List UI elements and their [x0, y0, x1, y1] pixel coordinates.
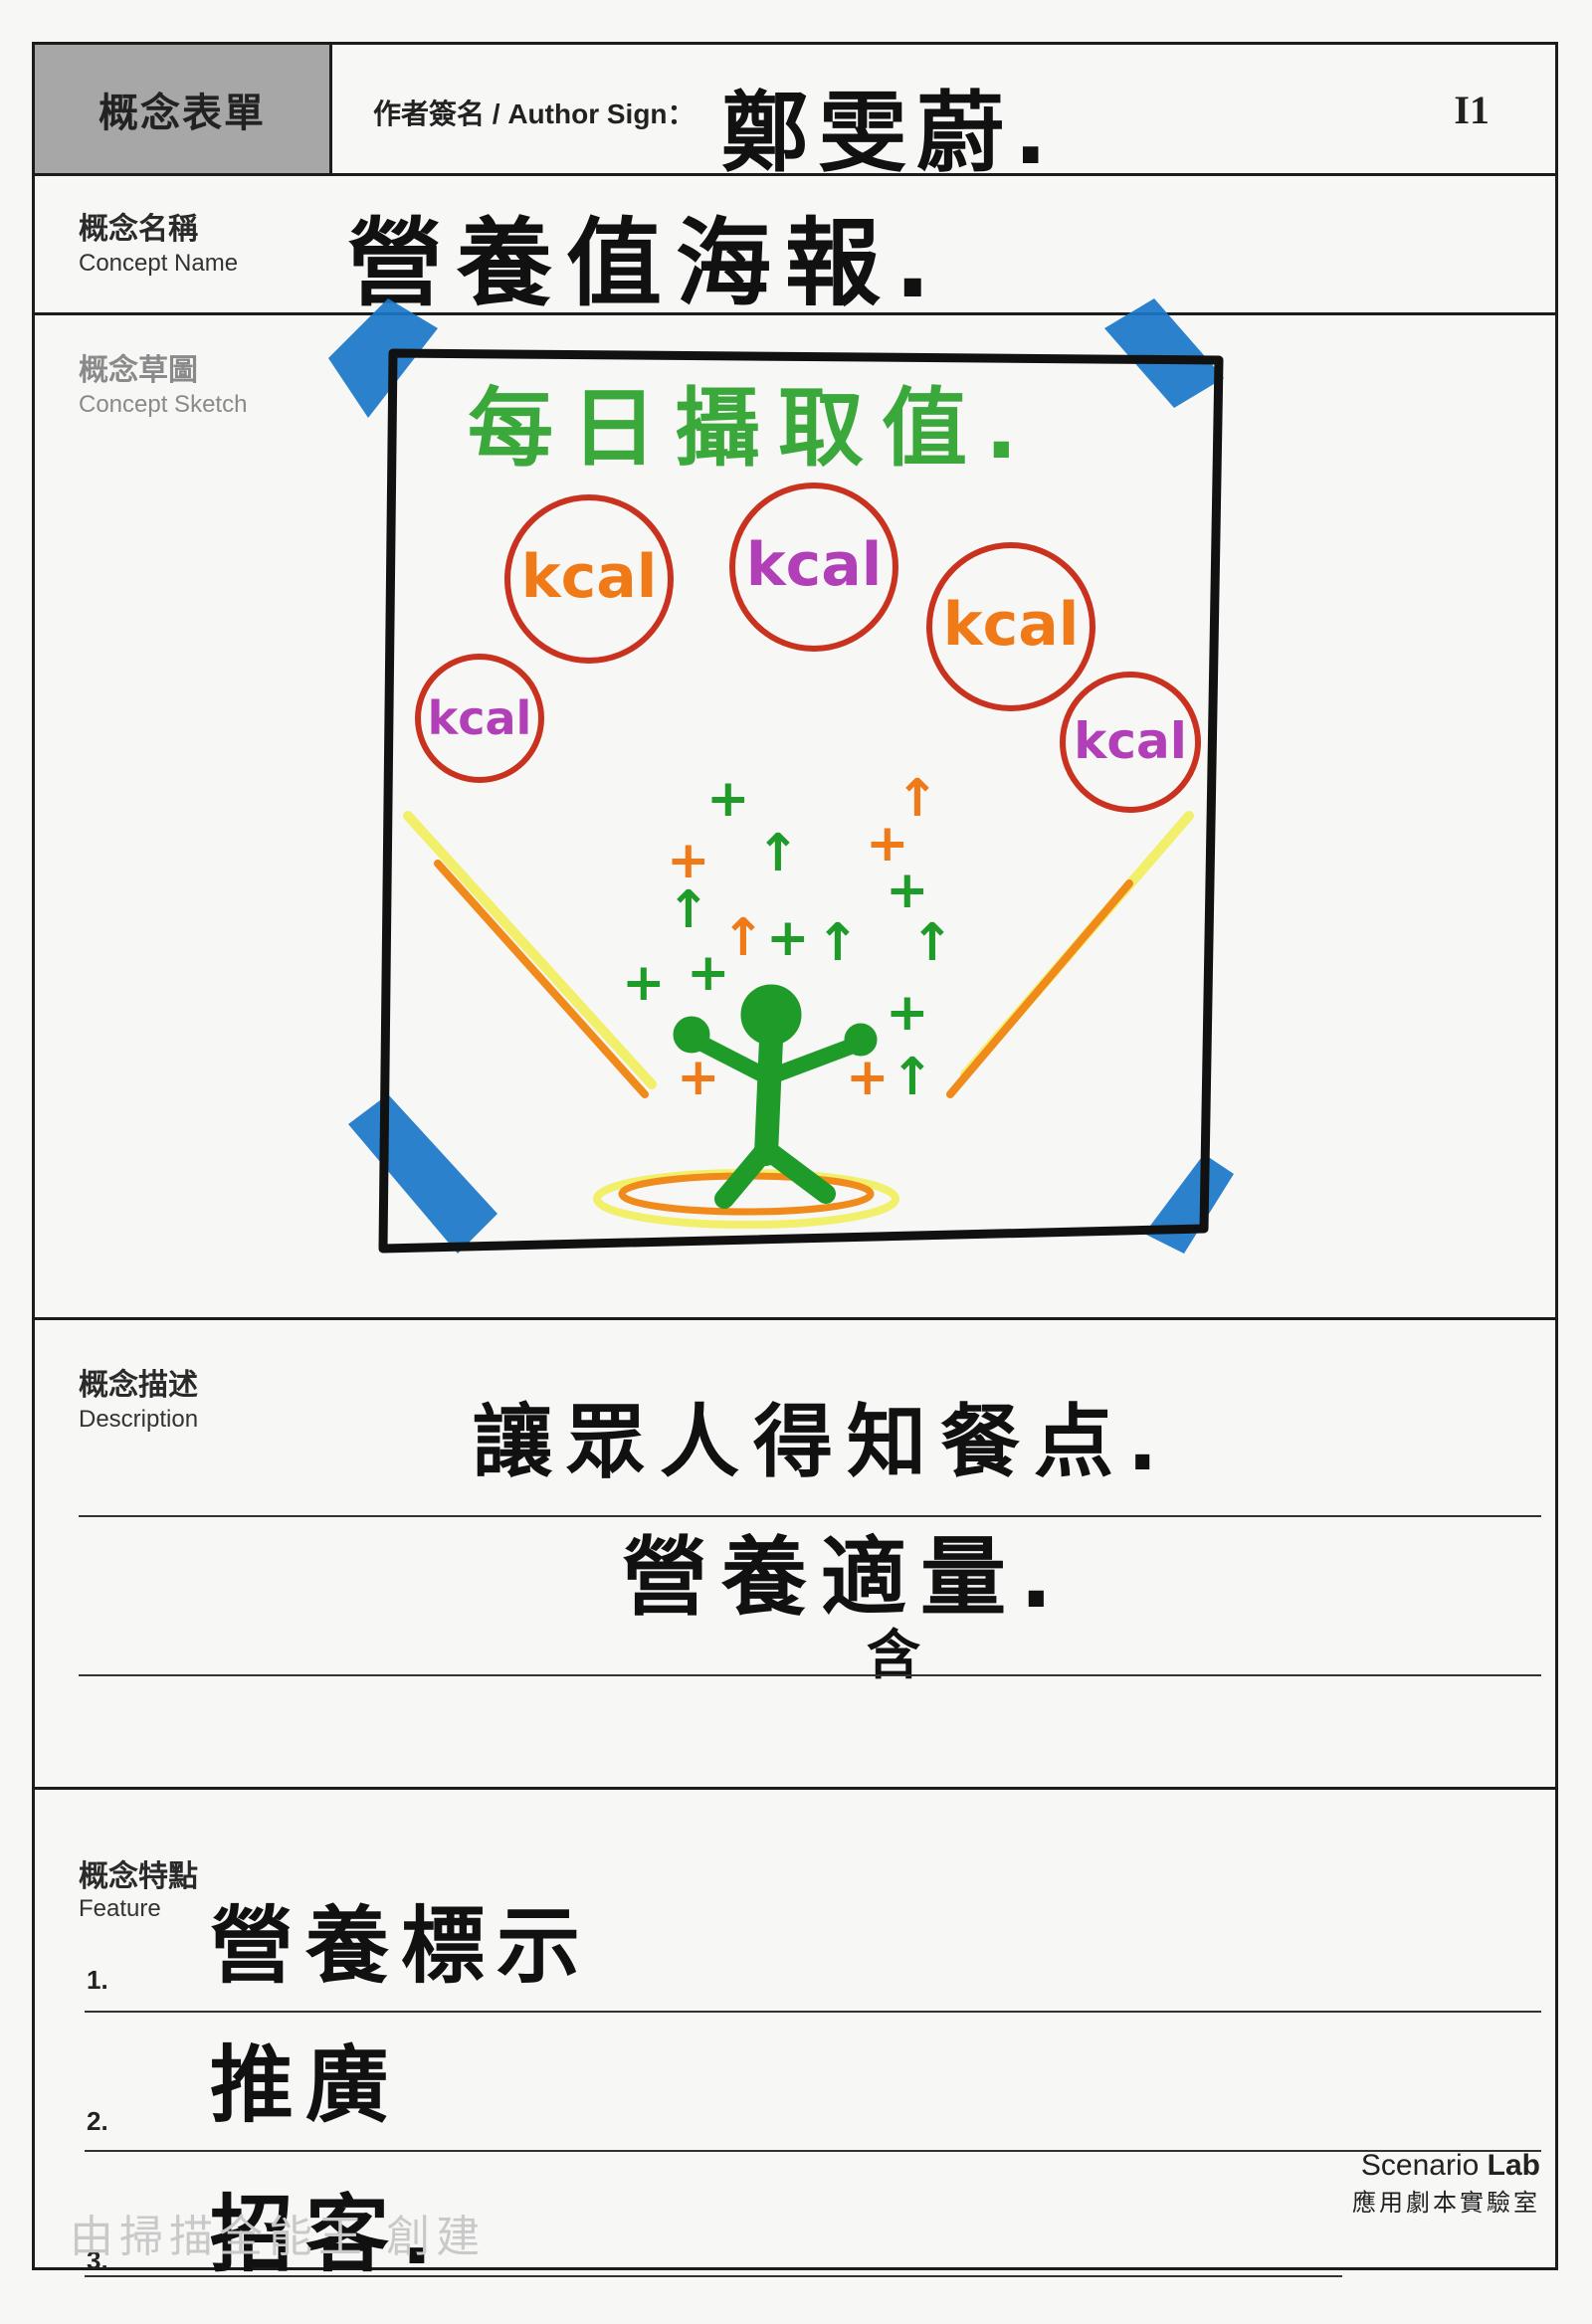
feature-number-2: 2. — [87, 2106, 108, 2136]
feature-text-1: 營養標示 — [210, 1897, 593, 1995]
scanner-watermark: 由掃描全能王 創建 — [70, 2213, 487, 2261]
svg-text:+: + — [886, 861, 929, 920]
feature-row: 概念特點 Feature 1. 營養標示 2. 推廣 3. 招客. — [35, 1790, 1555, 2283]
poster-frame — [378, 348, 1224, 1254]
plus-arrow-marks: + + ↑ + ↑ ↑ + + + ↑ + ↑ ↑ + + + ↑ — [622, 769, 954, 1107]
kcal-bubble: kcal — [504, 494, 674, 664]
svg-text:+: + — [886, 983, 929, 1043]
svg-text:↑: ↑ — [756, 824, 800, 883]
brand-name-zh: 應用劇本實驗室 — [1352, 2190, 1540, 2217]
bubble-label: kcal — [943, 590, 1080, 660]
bubble-label: kcal — [746, 530, 883, 600]
ruled-line — [85, 2150, 1541, 2152]
feature-number-3: 3. — [87, 2245, 108, 2275]
kcal-bubble: kcal — [926, 542, 1095, 711]
feature-label-zh: 概念特點 — [79, 1860, 198, 1893]
feature-text-3: 招客. — [210, 2186, 445, 2283]
bubble-label: kcal — [521, 542, 658, 612]
ruled-line — [79, 1515, 1541, 1517]
sheet-id: I1 — [1454, 88, 1490, 132]
description-row: 概念描述 Description 讓眾人得知餐点. 營養適量. 含 — [35, 1320, 1555, 1790]
author-sign-label: 作者簽名 / Author Sign： — [373, 98, 696, 129]
concept-sketch-label-zh: 概念草圖 — [79, 354, 198, 387]
svg-text:+: + — [766, 908, 810, 968]
concept-sketch-row: 概念草圖 Concept Sketch — [35, 315, 1555, 1320]
description-line-3: 含 — [867, 1624, 934, 1686]
svg-text:+: + — [846, 1048, 890, 1107]
svg-text:+: + — [622, 953, 666, 1013]
stick-figure — [673, 984, 878, 1209]
poster-title: 每日攝取值. — [468, 379, 1036, 479]
svg-text:↑: ↑ — [896, 769, 939, 829]
svg-text:↑: ↑ — [667, 880, 710, 940]
kcal-bubble: kcal — [1060, 672, 1201, 813]
bubble-label: kcal — [428, 691, 532, 745]
concept-name-label-en: Concept Name — [79, 250, 239, 277]
svg-text:↑: ↑ — [910, 913, 954, 973]
svg-text:+: + — [866, 814, 909, 873]
author-signature: 鄭雯蔚. — [721, 82, 1058, 184]
concept-sketch-label-en: Concept Sketch — [79, 391, 248, 418]
brand-name: Scenario Lab — [1360, 2149, 1540, 2182]
ruled-line — [79, 1674, 1541, 1676]
form-title-box: 概念表單 — [35, 45, 332, 173]
svg-text:↑: ↑ — [721, 908, 765, 968]
concept-name-row: 概念名稱 Concept Name 營養值海報. — [35, 176, 1555, 319]
scenario-lab-logo: Scenario Lab 應用劇本實驗室 — [1352, 2149, 1540, 2218]
svg-text:+: + — [706, 769, 750, 829]
description-line-2: 營養適量. — [622, 1528, 1067, 1628]
header-row: 概念表單 作者簽名 / Author Sign： 鄭雯蔚. I1 — [35, 45, 1555, 184]
kcal-bubble: kcal — [415, 654, 544, 783]
svg-text:↑: ↑ — [816, 913, 860, 973]
form-frame: 概念表單 作者簽名 / Author Sign： 鄭雯蔚. I1 概念名稱 Co… — [32, 42, 1558, 2283]
concept-name-label-zh: 概念名稱 — [79, 213, 198, 246]
svg-text:↑: ↑ — [891, 1048, 934, 1107]
description-label-en: Description — [79, 1406, 199, 1433]
ruled-line — [85, 2011, 1541, 2013]
feature-label-en: Feature — [79, 1895, 161, 1922]
ruled-line — [85, 2275, 1342, 2277]
concept-name-value: 營養值海報. — [347, 208, 945, 319]
form-title: 概念表單 — [99, 91, 266, 135]
feature-number-1: 1. — [87, 1965, 108, 1995]
description-label-zh: 概念描述 — [79, 1369, 198, 1402]
bubble-label: kcal — [1074, 712, 1187, 770]
light-rays — [403, 811, 1194, 1098]
feature-text-2: 推廣 — [210, 2036, 402, 2134]
svg-text:+: + — [687, 943, 730, 1003]
description-line-1: 讓眾人得知餐点. — [473, 1396, 1172, 1488]
concept-sketch-drawing: 每日攝取值. kcal kcal kcal kcal kcal — [328, 298, 1234, 1254]
kcal-bubble: kcal — [729, 483, 898, 652]
svg-text:+: + — [667, 831, 710, 890]
